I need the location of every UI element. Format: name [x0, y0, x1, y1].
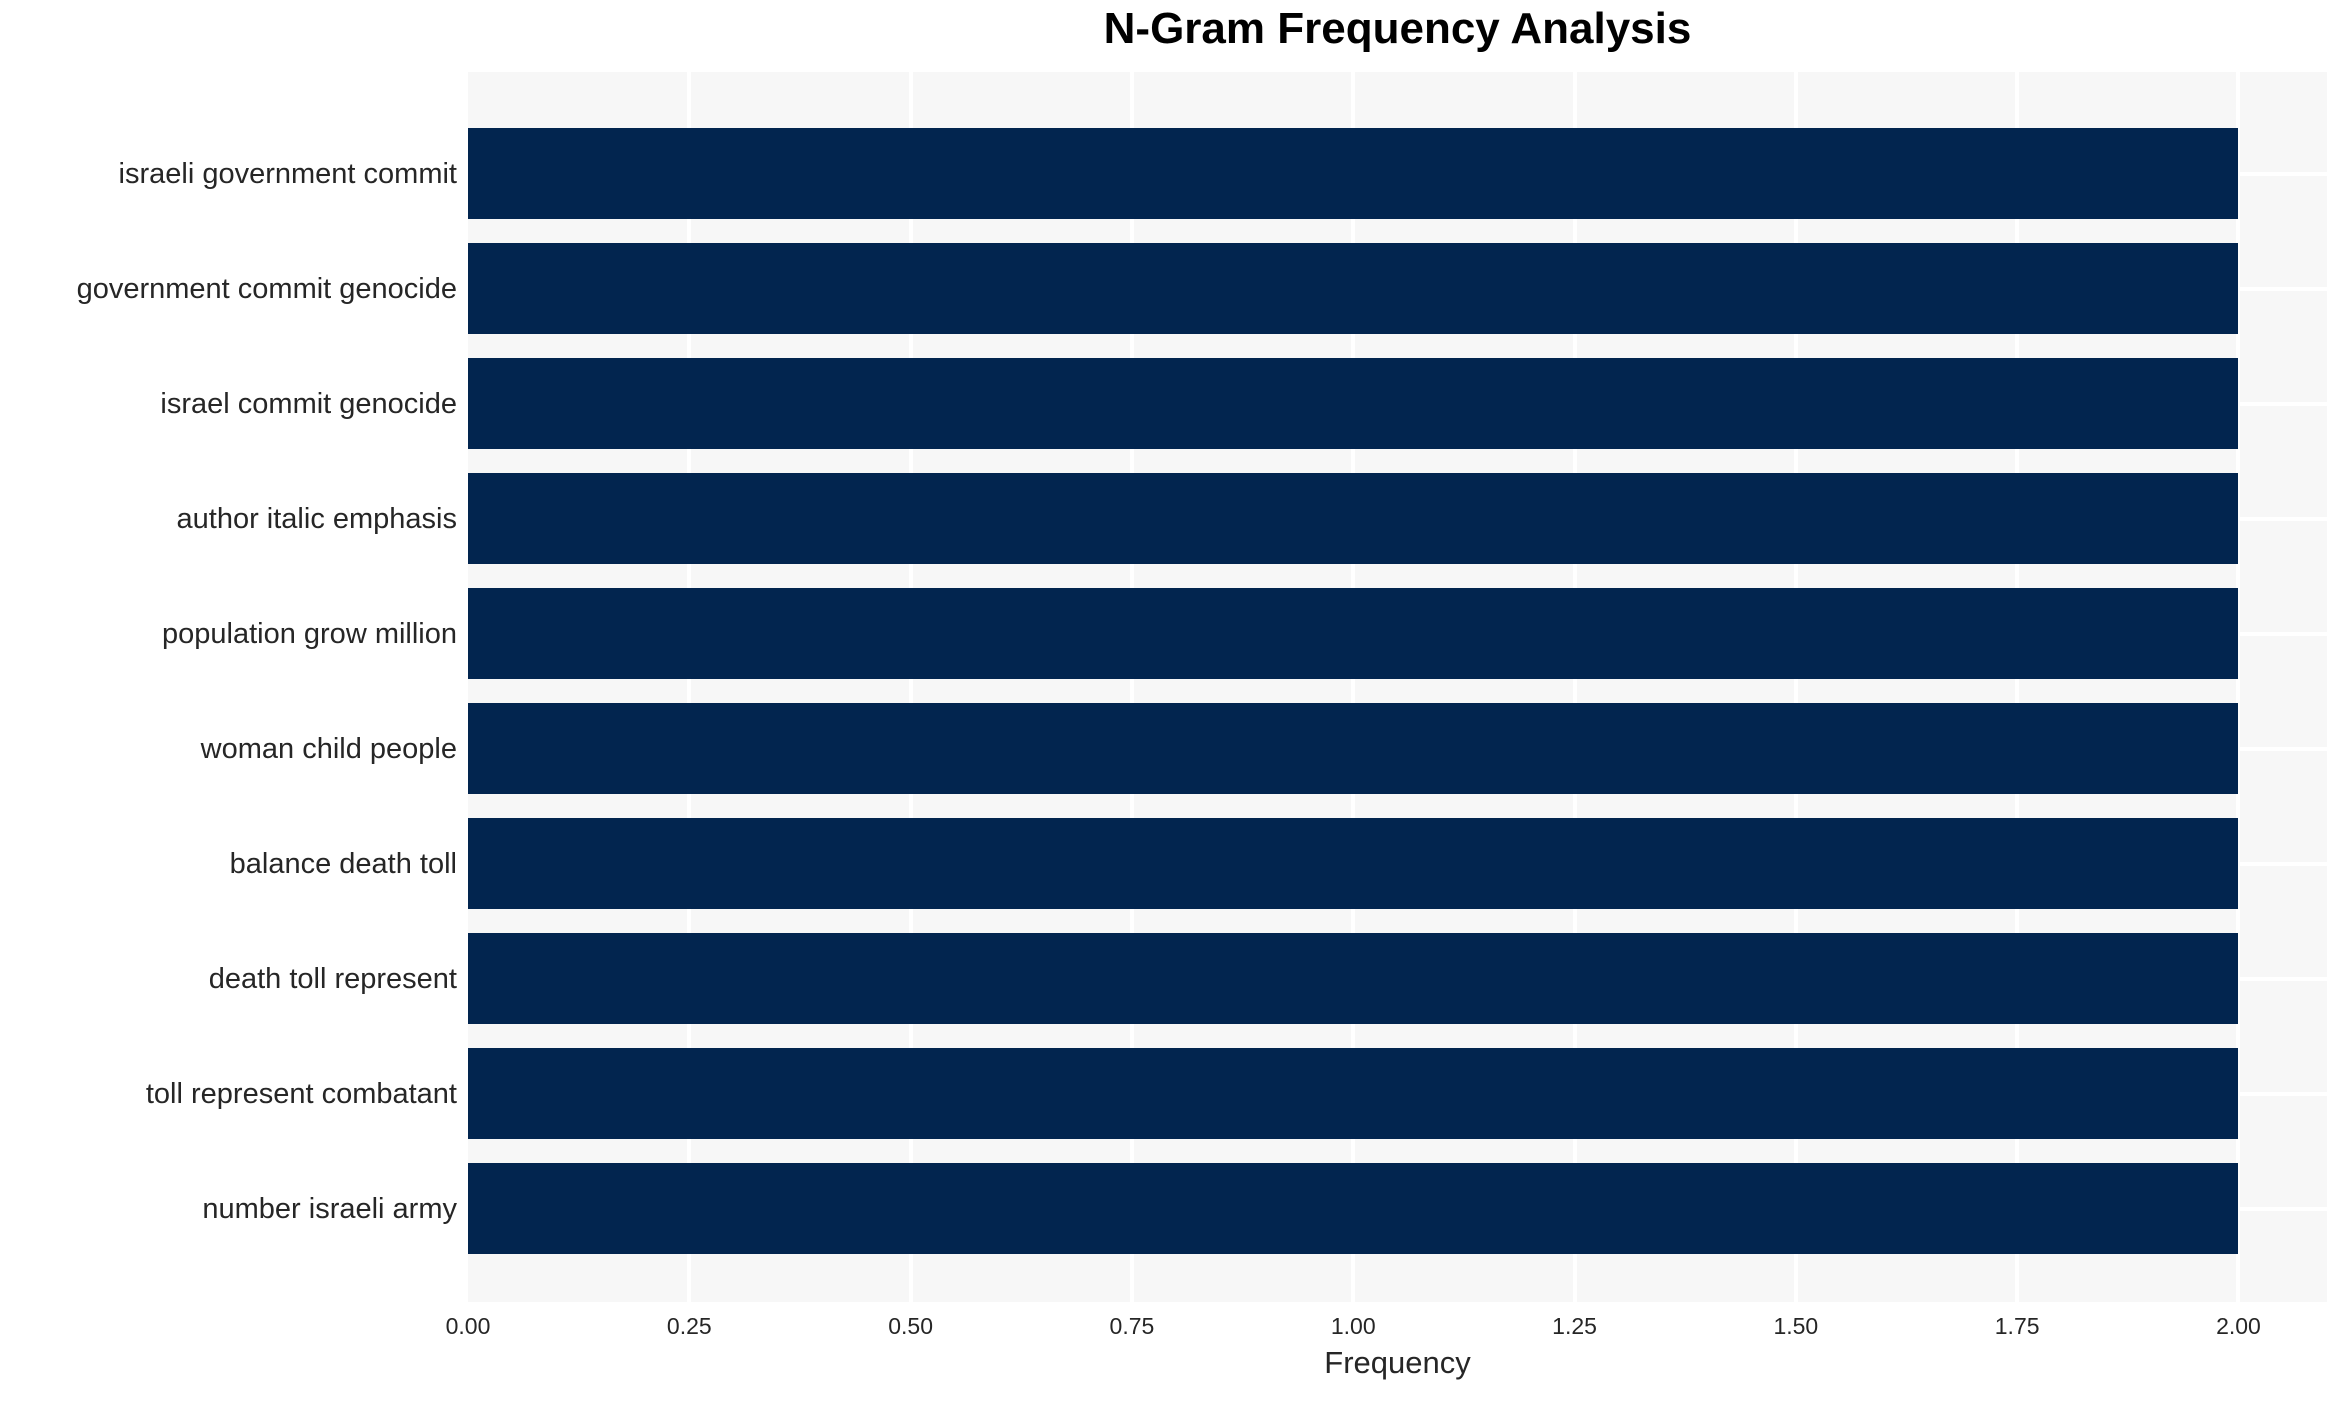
y-tick-label: death toll represent — [208, 962, 457, 995]
vertical-gridline — [1351, 72, 1356, 1302]
chart-title: N-Gram Frequency Analysis — [1103, 4, 1692, 53]
y-tick-label: toll represent combatant — [145, 1077, 457, 1110]
y-tick-label: number israeli army — [202, 1192, 457, 1225]
vertical-gridline — [2015, 72, 2020, 1302]
x-tick-label: 0.25 — [666, 1313, 712, 1339]
vertical-gridline — [2236, 72, 2241, 1302]
bar — [468, 818, 2239, 909]
x-tick-label: 0.00 — [445, 1313, 491, 1339]
bar — [468, 933, 2239, 1024]
x-axis-label: Frequency — [1324, 1345, 1471, 1380]
bar — [468, 588, 2239, 679]
y-tick-label: woman child people — [200, 732, 457, 765]
bar — [468, 243, 2239, 334]
y-tick-label: author italic emphasis — [176, 502, 457, 535]
x-tick-label: 1.75 — [1994, 1313, 2040, 1339]
vertical-gridline — [1572, 72, 1577, 1302]
x-tick-label: 1.25 — [1552, 1313, 1597, 1339]
bar — [468, 128, 2239, 219]
y-tick-label: israeli government commit — [118, 157, 457, 190]
vertical-gridline — [687, 72, 692, 1302]
bar — [468, 473, 2239, 564]
bar — [468, 1048, 2239, 1139]
plot-area — [468, 72, 2327, 1302]
y-tick-label: government commit genocide — [76, 272, 457, 305]
x-tick-label: 2.00 — [2216, 1313, 2261, 1339]
y-tick-label: population grow million — [162, 617, 457, 650]
x-tick-label: 1.00 — [1330, 1313, 1376, 1339]
x-tick-label: 0.75 — [1109, 1313, 1155, 1339]
bar — [468, 1163, 2239, 1254]
bar — [468, 358, 2239, 449]
x-tick-label: 0.50 — [888, 1313, 933, 1339]
bar — [468, 703, 2239, 794]
y-tick-label: balance death toll — [229, 847, 457, 880]
vertical-gridline — [908, 72, 913, 1302]
x-tick-label: 1.50 — [1773, 1313, 1819, 1339]
y-tick-label: israel commit genocide — [160, 387, 457, 420]
vertical-gridline — [1793, 72, 1798, 1302]
vertical-gridline — [1129, 72, 1134, 1302]
